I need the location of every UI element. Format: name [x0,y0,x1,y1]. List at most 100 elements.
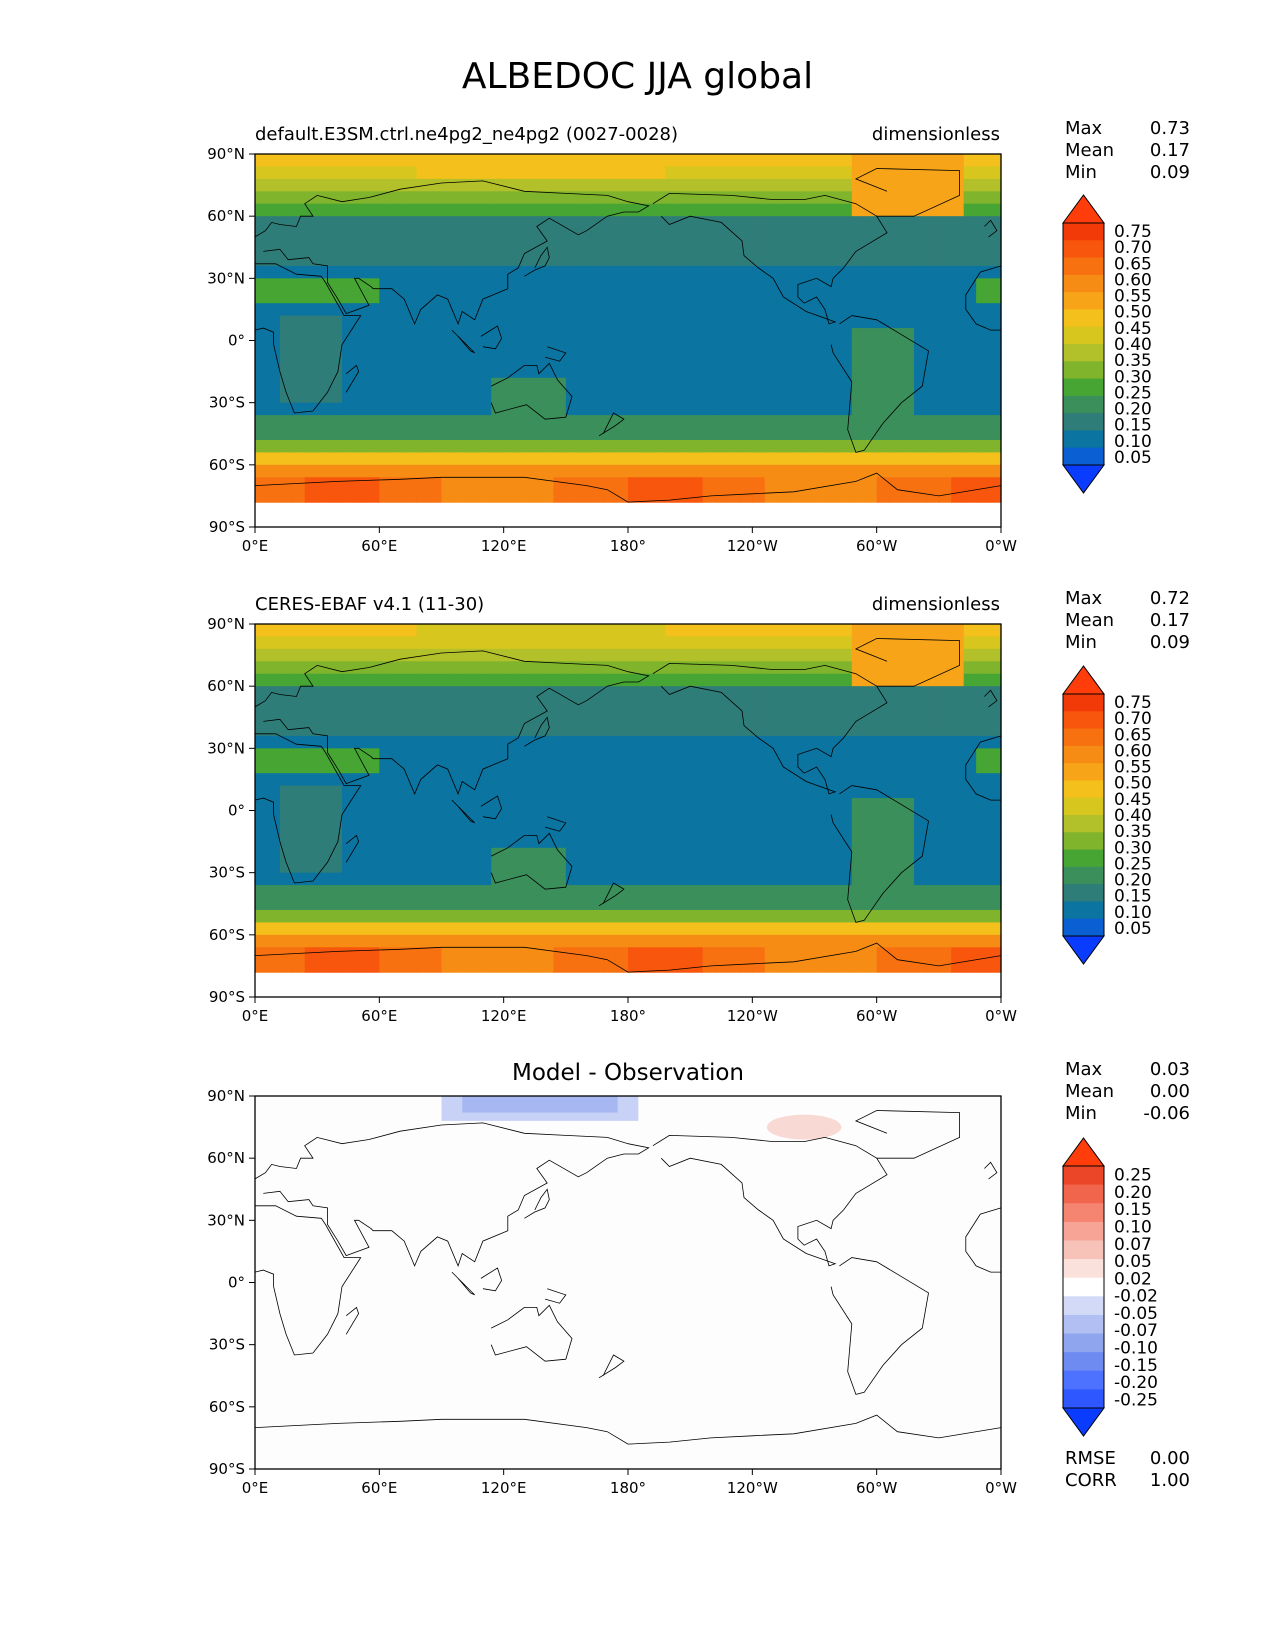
field-cell-0 [304,216,318,230]
field-cell-0 [565,290,579,304]
field-cell-0 [752,265,766,279]
field-cell-0 [255,303,269,317]
rmse-label: RMSE [1065,1448,1116,1469]
field-cell-0 [342,166,356,180]
y-tick-label: 0° [228,802,245,820]
field-cell-1 [391,798,405,812]
field-cell-1 [503,636,517,650]
field-cell-0 [553,228,567,242]
field-cell-0 [255,191,269,205]
field-cell-0 [416,402,430,416]
field-cell-0 [715,439,729,453]
field-cell-1 [789,686,803,700]
field-cell-1 [329,661,343,675]
field-cell-1 [317,959,331,973]
field-cell-1 [379,624,393,638]
field-cell-0 [764,415,778,429]
field-cell-0 [503,216,517,230]
field-cell-1 [814,648,828,662]
field-cell-1 [255,760,269,774]
field-cell-1 [304,723,318,737]
field-cell-1 [715,959,729,973]
coastline-10 [652,662,888,795]
field-cell-0 [876,191,890,205]
field-cell-0 [802,216,816,230]
field-cell-0 [391,216,405,230]
field-cell-1 [739,648,753,662]
field-cell-1 [677,711,691,725]
field-cell-1 [441,686,455,700]
field-cell-0 [255,365,269,379]
field-cell-1 [267,847,281,861]
field-cell-0 [491,477,505,491]
field-cell-0 [354,415,368,429]
field-cell-0 [453,328,467,342]
field-cell-0 [578,315,592,329]
field-cell-1 [951,785,965,799]
field-cell-1 [404,835,418,849]
field-cell-1 [665,847,679,861]
field-cell-1 [839,773,853,787]
field-cell-1 [528,698,542,712]
field-cell-0 [565,241,579,255]
field-cell-1 [876,748,890,762]
field-cell-0 [976,203,990,217]
field-cell-1 [267,947,281,961]
coastline-0 [254,733,362,884]
field-cell-0 [503,328,517,342]
field-cell-1 [304,922,318,936]
field-cell-0 [864,216,878,230]
field-cell-0 [938,427,952,441]
field-cell-0 [951,328,965,342]
field-cell-0 [851,290,865,304]
field-cell-0 [279,241,293,255]
field-cell-1 [976,748,990,762]
field-cell-1 [292,673,306,687]
field-cell-0 [789,464,803,478]
panel3-min-label: Min [1065,1103,1097,1124]
field-cell-1 [640,872,654,886]
field-cell-0 [777,390,791,404]
field-cell-0 [279,402,293,416]
coastline-8 [598,412,625,437]
field-cell-1 [603,723,617,737]
field-cell-0 [466,415,480,429]
field-cell-1 [814,822,828,836]
field-cell-1 [416,810,430,824]
field-cell-0 [814,191,828,205]
field-cell-1 [540,648,554,662]
field-cell-0 [354,452,368,466]
field-cell-0 [366,489,380,503]
field-cell-0 [391,203,405,217]
colorbar-segment [1063,257,1104,276]
coastline-9 [345,834,360,863]
field-cell-0 [279,464,293,478]
field-cell-1 [528,624,542,638]
field-cell-1 [565,909,579,923]
field-cell-0 [739,427,753,441]
field-cell-0 [913,303,927,317]
field-cell-1 [976,934,990,948]
field-cell-1 [466,723,480,737]
field-cell-1 [715,798,729,812]
field-cell-1 [988,847,1002,861]
field-cell-0 [938,415,952,429]
field-cell-0 [777,303,791,317]
field-cell-0 [988,402,1002,416]
field-cell-0 [279,290,293,304]
field-cell-1 [603,636,617,650]
field-cell-0 [839,253,853,267]
field-cell-0 [752,253,766,267]
field-cell-1 [379,785,393,799]
field-cell-1 [652,822,666,836]
field-cell-1 [677,661,691,675]
field-cell-0 [976,303,990,317]
field-cell-1 [814,909,828,923]
field-cell-1 [640,686,654,700]
field-cell-1 [702,872,716,886]
field-cell-1 [951,624,965,638]
field-cell-1 [578,810,592,824]
field-cell-1 [665,897,679,911]
field-cell-1 [752,947,766,961]
field-cell-1 [652,835,666,849]
